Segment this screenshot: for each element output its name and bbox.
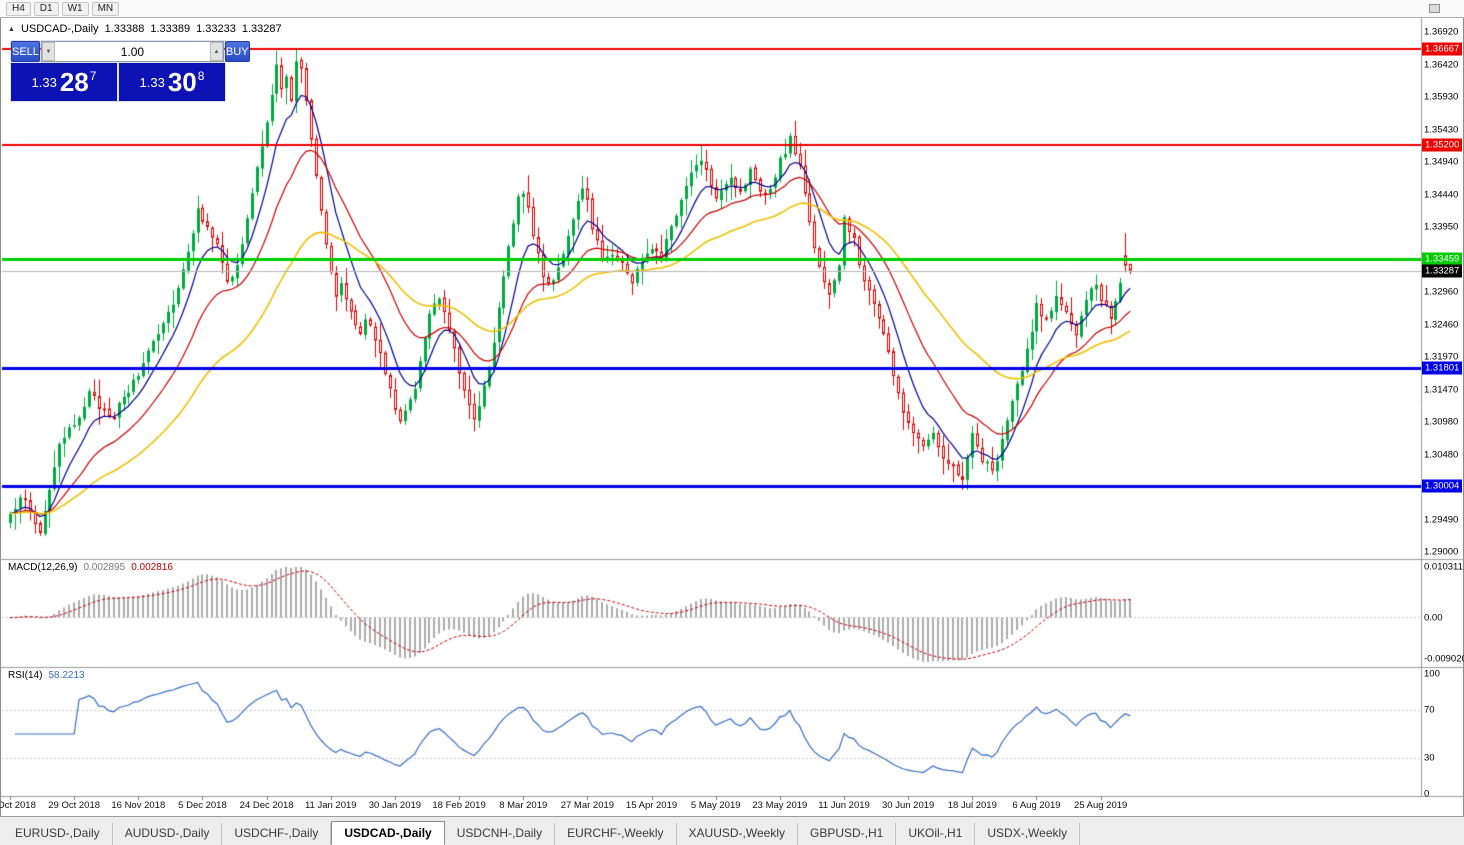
price-level-badge: 1.35200 (1422, 138, 1463, 152)
symbol-tabbar: EURUSD-,Daily AUDUSD-,Daily USDCHF-,Daily U… (0, 816, 1464, 845)
price-axis-tick: 1.31970 (1424, 351, 1459, 363)
date-axis-label: 30 Jan 2019 (368, 800, 422, 811)
symbol-tab-usdcad-daily[interactable]: USDCAD-,Daily (331, 821, 445, 845)
ohlc-low: 1.33233 (196, 23, 236, 35)
sell-price-display[interactable]: 1.33 28 7 (11, 63, 117, 101)
chevron-up-icon: ▲ (213, 48, 220, 55)
rsi-scale-label: 100 (1424, 668, 1440, 680)
rsi-value: 58.2213 (48, 670, 85, 681)
macd-indicator-label: MACD(12,26,9) 0.002895 0.002816 (8, 562, 173, 573)
price-axis-tick: 1.35930 (1424, 91, 1459, 103)
symbol-title: USDCAD-,Daily (20, 23, 99, 35)
price-axis-tick: 1.31470 (1424, 384, 1459, 396)
timeframe-button-h4[interactable]: H4 (6, 1, 31, 16)
date-axis-label: 18 Jul 2019 (947, 800, 997, 811)
price-axis-tick: 1.32460 (1424, 319, 1459, 331)
date-axis-label: 27 Mar 2019 (560, 800, 615, 811)
current-price-badge: 1.33287 (1422, 264, 1463, 278)
timeframe-button-d1[interactable]: D1 (33, 1, 59, 16)
timeframe-toolbar: H4 D1 W1 MN (0, 0, 1464, 18)
symbol-tab-xauusd-weekly[interactable]: XAUUSD-,Weekly (677, 823, 798, 845)
price-axis-tick: 1.32960 (1424, 286, 1459, 298)
volume-input[interactable] (54, 42, 210, 61)
price-level-badge: 1.31801 (1422, 361, 1463, 375)
price-axis-tick: 1.29490 (1424, 514, 1459, 526)
ohlc-high: 1.33389 (150, 23, 191, 35)
buy-price-sup: 8 (197, 68, 205, 83)
macd-scale-label: 0.010311 (1424, 561, 1463, 573)
symbol-tab-gbpusd-h1[interactable]: GBPUSD-,H1 (798, 823, 897, 845)
symbol-tab-eurchf-weekly[interactable]: EURCHF-,Weekly (555, 823, 677, 845)
date-axis-label: 5 May 2019 (690, 800, 741, 811)
price-level-badge: 1.30004 (1422, 479, 1463, 493)
symbol-tab-usdcnh-daily[interactable]: USDCNH-,Daily (445, 823, 556, 845)
price-axis-tick: 1.34940 (1424, 156, 1459, 168)
buy-price-display[interactable]: 1.33 30 8 (119, 63, 225, 101)
symbol-tab-ukoil-h1[interactable]: UKOil-,H1 (896, 823, 976, 845)
rsi-name: RSI(14) (8, 670, 43, 681)
volume-decrease-button[interactable]: ▼ (41, 42, 55, 61)
price-axis-tick: 1.35430 (1424, 124, 1459, 136)
date-axis-label: 29 Oct 2018 (48, 800, 101, 811)
price-axis-tick: 1.33950 (1424, 221, 1459, 233)
date-axis-label: 23 May 2019 (752, 800, 808, 811)
price-level-badge: 1.36667 (1422, 42, 1463, 56)
rsi-indicator-label: RSI(14) 58.2213 (8, 670, 85, 681)
price-axis-tick: 1.29000 (1424, 546, 1459, 558)
macd-value-main: 0.002895 (83, 562, 126, 573)
date-axis-label: 10 Oct 2018 (0, 800, 36, 811)
sell-price-small: 1.33 (31, 74, 57, 90)
date-axis-label: 24 Dec 2018 (239, 800, 294, 811)
price-axis-tick: 1.36420 (1424, 59, 1459, 71)
timeframe-button-mn[interactable]: MN (91, 1, 120, 16)
macd-name: MACD(12,26,9) (8, 562, 78, 573)
rsi-scale-label: 70 (1424, 704, 1435, 716)
volume-increase-button[interactable]: ▲ (209, 42, 223, 61)
macd-scale-label: 0.00 (1424, 612, 1443, 623)
date-axis-label: 18 Feb 2019 (432, 800, 486, 811)
date-axis-label: 5 Dec 2018 (178, 800, 227, 811)
volume-stepper: ▼ ▲ (40, 41, 224, 62)
sell-button[interactable]: SELL (11, 41, 40, 62)
direction-up-icon: ▲ (8, 25, 15, 33)
macd-value-signal: 0.002816 (131, 562, 173, 573)
date-axis-label: 11 Jun 2019 (818, 800, 870, 811)
price-axis-tick: 1.36920 (1424, 26, 1459, 38)
rsi-scale-label: 30 (1424, 752, 1435, 764)
date-axis-label: 11 Jan 2019 (304, 800, 357, 811)
symbol-tab-usdx-weekly[interactable]: USDX-,Weekly (975, 823, 1081, 845)
date-axis-label: 6 Aug 2019 (1012, 800, 1061, 811)
rsi-scale-label: 0 (1424, 788, 1430, 800)
symbol-tab-eurusd-daily[interactable]: EURUSD-,Daily (3, 823, 113, 845)
buy-price-small: 1.33 (139, 74, 165, 90)
macd-scale-label: -0.0090203 (1424, 653, 1464, 665)
timeframe-button-w1[interactable]: W1 (61, 1, 89, 16)
buy-price-big: 30 (167, 67, 197, 97)
ohlc-close: 1.33287 (241, 23, 282, 35)
date-axis-label: 15 Apr 2019 (625, 800, 678, 811)
timeframe-buttons: H4 D1 W1 MN (6, 1, 120, 16)
one-click-trade-panel: SELL ▼ ▲ BUY 1.33 28 7 1.33 30 8 (10, 40, 250, 102)
date-axis-label: 16 Nov 2018 (111, 800, 166, 811)
date-axis-label: 25 Aug 2019 (1073, 800, 1128, 811)
sell-price-sup: 7 (89, 68, 97, 83)
buy-button[interactable]: BUY (224, 41, 250, 62)
symbol-tab-audusd-daily[interactable]: AUDUSD-,Daily (113, 823, 223, 845)
date-axis-label: 8 Mar 2019 (499, 800, 548, 811)
symbol-ohlc-line: ▲ USDCAD-,Daily 1.33388 1.33389 1.33233 … (8, 23, 282, 35)
symbol-tab-usdchf-daily[interactable]: USDCHF-,Daily (222, 823, 332, 845)
price-axis-tick: 1.30980 (1424, 416, 1459, 428)
price-axis-tick: 1.30480 (1424, 449, 1459, 461)
date-axis-label: 30 Jun 2019 (882, 800, 935, 811)
price-level-badge: 1.33459 (1422, 252, 1463, 266)
sell-price-big: 28 (59, 67, 89, 97)
ohlc-open: 1.33388 (104, 23, 145, 35)
chevron-down-icon: ▼ (45, 48, 52, 55)
scroll-marker-icon[interactable] (1429, 4, 1440, 13)
price-axis-tick: 1.34440 (1424, 189, 1459, 201)
